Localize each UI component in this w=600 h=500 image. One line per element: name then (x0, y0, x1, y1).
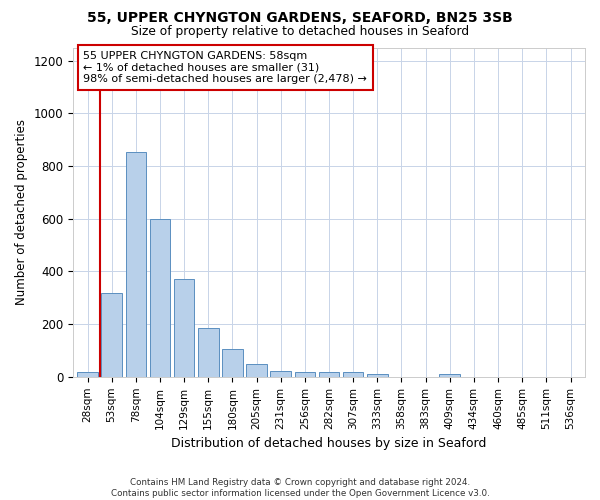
Text: Size of property relative to detached houses in Seaford: Size of property relative to detached ho… (131, 25, 469, 38)
Bar (174, 280, 194, 377)
Bar (367, 374, 388, 377)
Bar (439, 374, 460, 377)
Bar (150, 220, 170, 377)
Y-axis label: Number of detached properties: Number of detached properties (15, 119, 28, 305)
Bar (295, 372, 315, 377)
Bar (271, 371, 291, 377)
Bar (198, 328, 218, 377)
Bar (101, 293, 122, 377)
Bar (222, 349, 242, 377)
Bar (77, 372, 98, 377)
Text: 55, UPPER CHYNGTON GARDENS, SEAFORD, BN25 3SB: 55, UPPER CHYNGTON GARDENS, SEAFORD, BN2… (87, 11, 513, 25)
X-axis label: Distribution of detached houses by size in Seaford: Distribution of detached houses by size … (172, 437, 487, 450)
Text: Contains HM Land Registry data © Crown copyright and database right 2024.
Contai: Contains HM Land Registry data © Crown c… (110, 478, 490, 498)
Bar (343, 372, 364, 377)
Bar (247, 364, 267, 377)
Text: 55 UPPER CHYNGTON GARDENS: 58sqm
← 1% of detached houses are smaller (31)
98% of: 55 UPPER CHYNGTON GARDENS: 58sqm ← 1% of… (83, 51, 367, 84)
Bar (125, 152, 146, 377)
Bar (319, 372, 339, 377)
